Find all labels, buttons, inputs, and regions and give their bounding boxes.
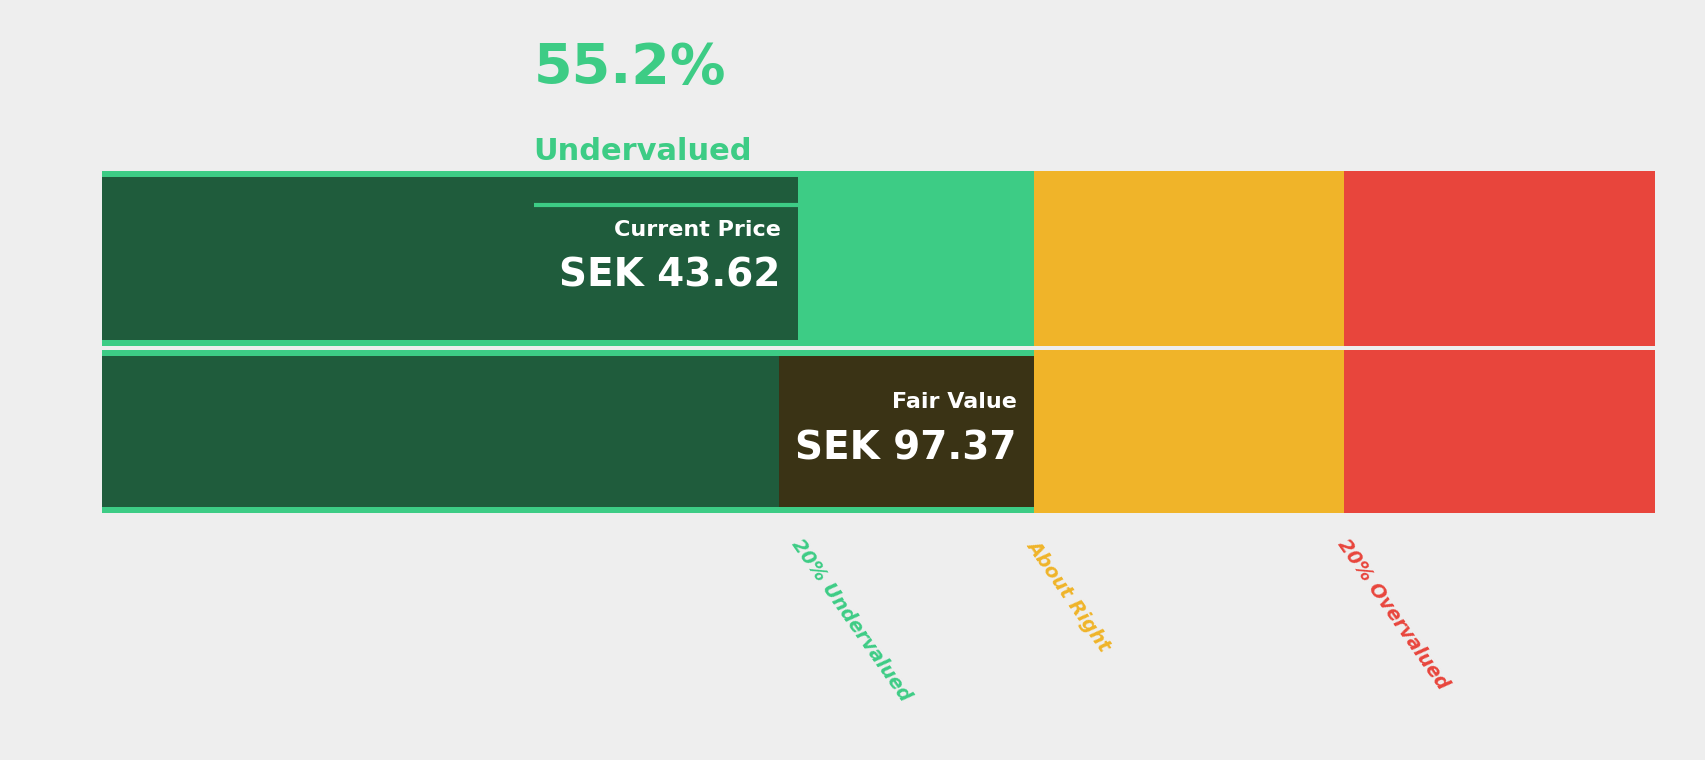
Text: Undervalued: Undervalued — [534, 138, 752, 166]
Bar — [1344, 171, 1654, 346]
Bar — [102, 350, 798, 513]
Text: SEK 97.37: SEK 97.37 — [795, 429, 1016, 467]
Bar — [798, 350, 1033, 513]
Text: 20% Overvalued: 20% Overvalued — [1333, 536, 1451, 694]
Text: Current Price: Current Price — [614, 220, 781, 239]
Text: Fair Value: Fair Value — [892, 392, 1016, 413]
Bar — [779, 356, 1033, 507]
Bar — [1033, 350, 1344, 513]
Bar — [102, 177, 798, 340]
Text: 55.2%: 55.2% — [534, 41, 726, 96]
Bar — [102, 171, 798, 346]
Bar — [1033, 171, 1344, 346]
Bar — [798, 171, 1033, 346]
Bar — [1344, 350, 1654, 513]
Text: About Right: About Right — [1023, 536, 1113, 654]
Text: 20% Undervalued: 20% Undervalued — [788, 536, 914, 705]
Text: SEK 43.62: SEK 43.62 — [559, 256, 781, 294]
Bar — [102, 356, 1033, 507]
